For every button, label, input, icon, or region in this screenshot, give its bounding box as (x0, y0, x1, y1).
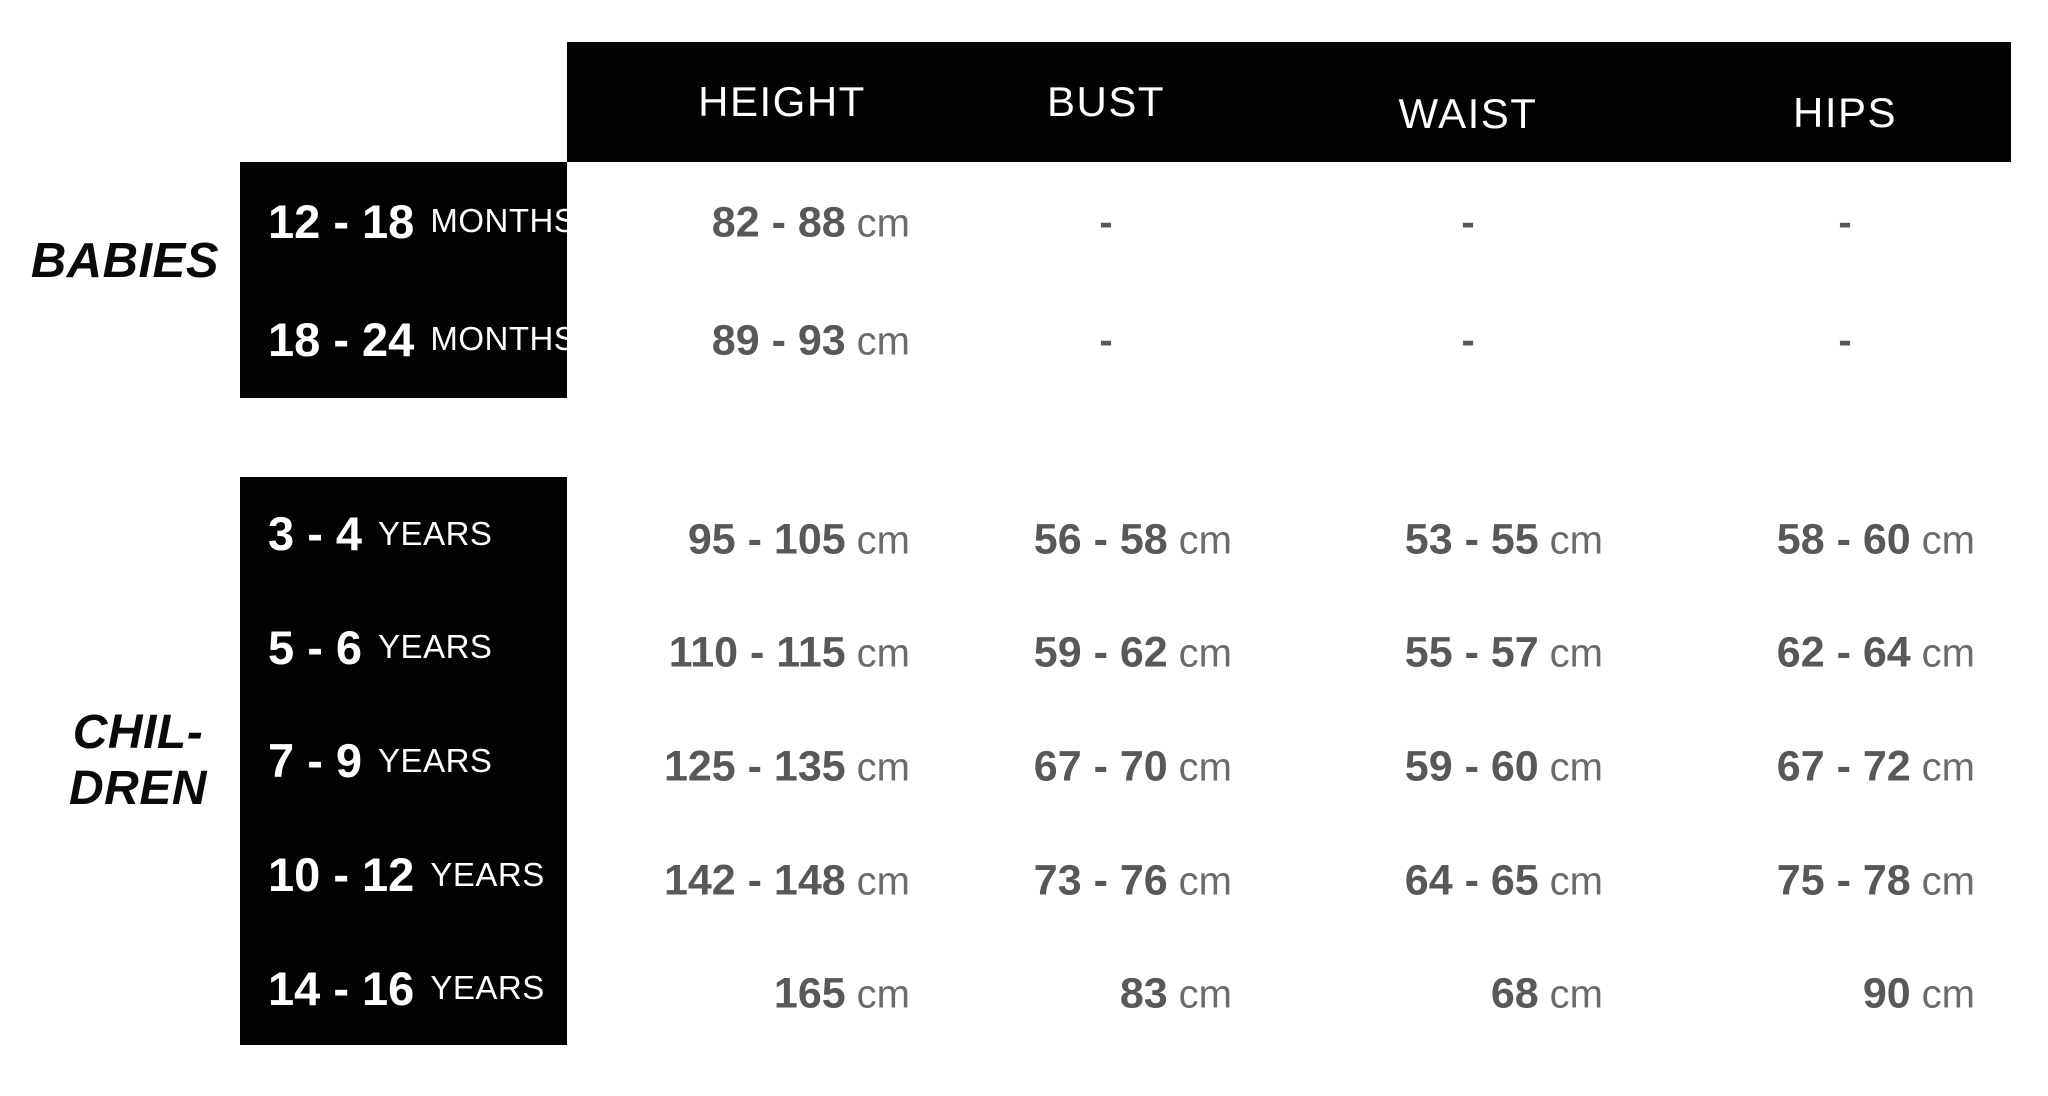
measurement-cell-height: 82 - 88 cm (711, 198, 910, 247)
measurement-cell-height: 142 - 148 cm (663, 856, 910, 905)
size-row: 14 - 16 YEARS (240, 931, 567, 1045)
measurement-cell-height: 125 - 135 cm (663, 742, 910, 791)
section-label-babies: BABIES (0, 233, 219, 289)
babies-size-box: 12 - 18 MONTHS 18 - 24 MONTHS (240, 162, 576, 398)
size-row: 12 - 18 MONTHS (240, 162, 576, 280)
column-header-height: HEIGHT (698, 78, 866, 125)
size-unit: YEARS (378, 628, 493, 666)
measurement-cell-height: 89 - 93 cm (711, 316, 910, 365)
measurement-cell-waist: 59 - 60 cm (1404, 742, 1603, 791)
size-range: 10 - 12 (268, 848, 415, 902)
size-range: 14 - 16 (268, 961, 415, 1015)
section-label-line: BABIES (30, 234, 219, 288)
measurement-cell-hips: 67 - 72 cm (1776, 742, 1975, 791)
size-row: 18 - 24 MONTHS (240, 280, 576, 398)
measurement-cell-bust: 59 - 62 cm (1033, 628, 1232, 677)
measurement-cell-waist: 55 - 57 cm (1404, 628, 1603, 677)
measurement-cell-bust: - (1099, 318, 1113, 363)
size-range: 18 - 24 (268, 312, 415, 366)
size-range: 5 - 6 (268, 620, 363, 674)
measurement-cell-height: 165 cm (773, 969, 910, 1018)
column-header-hips: HIPS (1792, 89, 1898, 136)
measurement-cell-bust: 73 - 76 cm (1033, 856, 1232, 905)
children-size-box: 3 - 4 YEARS 5 - 6 YEARS 7 - 9 YEARS 10 -… (240, 477, 567, 1045)
measurement-cell-waist: 53 - 55 cm (1404, 515, 1603, 564)
column-header-bust: BUST (1046, 78, 1165, 125)
measurement-cell-waist: 68 cm (1490, 969, 1603, 1018)
measurement-cell-height: 95 - 105 cm (687, 515, 910, 564)
table-row: 82 - 88 cm - - - (567, 164, 2048, 282)
section-label-children: CHIL- DREN (58, 705, 218, 817)
size-unit: YEARS (430, 969, 545, 1007)
size-unit: YEARS (378, 514, 493, 552)
table-row: 95 - 105 cm 56 - 58 cm 53 - 55 cm 58 - 60 cm (567, 483, 2048, 597)
section-label-line: DREN (68, 762, 207, 815)
table-row: 89 - 93 cm - - - (567, 282, 2048, 400)
measurement-cell-hips: 62 - 64 cm (1776, 628, 1975, 677)
table-row: 110 - 115 cm 59 - 62 cm 55 - 57 cm 62 - 64 c… (567, 597, 2048, 711)
measurement-cell-hips: 75 - 78 cm (1776, 856, 1975, 905)
measurement-cell-waist: - (1461, 318, 1475, 363)
table-row: 142 - 148 cm 73 - 76 cm 64 - 65 cm 75 - 78 c… (567, 824, 2048, 938)
measurement-cell-waist: - (1461, 200, 1475, 245)
size-range: 12 - 18 (268, 194, 415, 248)
measurement-cell-bust: 67 - 70 cm (1033, 742, 1232, 791)
size-row: 7 - 9 YEARS (240, 704, 567, 818)
size-range: 7 - 9 (268, 734, 363, 788)
size-row: 5 - 6 YEARS (240, 591, 567, 705)
measurement-cell-bust: - (1099, 200, 1113, 245)
measurement-cell-hips: 58 - 60 cm (1776, 515, 1975, 564)
children-measurements: 95 - 105 cm 56 - 58 cm 53 - 55 cm 58 - 60 cm… (567, 483, 2048, 1051)
measurement-cell-hips: - (1838, 318, 1852, 363)
size-range: 3 - 4 (268, 507, 363, 561)
size-unit: MONTHS (430, 202, 577, 239)
size-row: 3 - 4 YEARS (240, 477, 567, 591)
measurement-cell-bust: 56 - 58 cm (1033, 515, 1232, 564)
column-header-waist: WAIST (1398, 90, 1538, 137)
size-unit: YEARS (378, 741, 493, 779)
table-row: 125 - 135 cm 67 - 70 cm 59 - 60 cm 67 - 72 c… (567, 710, 2048, 824)
table-row: 165 cm 83 cm 68 cm 90 cm (567, 937, 2048, 1051)
section-label-line: CHIL- (72, 706, 204, 759)
measurement-cell-waist: 64 - 65 cm (1404, 856, 1603, 905)
babies-measurements: 82 - 88 cm - - - 89 - 93 cm - - - (567, 164, 2048, 400)
measurement-cell-bust: 83 cm (1119, 969, 1232, 1018)
size-unit: MONTHS (430, 320, 577, 357)
measurement-cell-hips: - (1838, 200, 1852, 245)
measurement-cell-height: 110 - 115 cm (668, 628, 910, 677)
measurement-cell-hips: 90 cm (1862, 969, 1975, 1018)
size-row: 10 - 12 YEARS (240, 818, 567, 932)
size-unit: YEARS (430, 855, 545, 893)
table-header-bar: HEIGHT BUST WAIST HIPS (567, 42, 2011, 162)
